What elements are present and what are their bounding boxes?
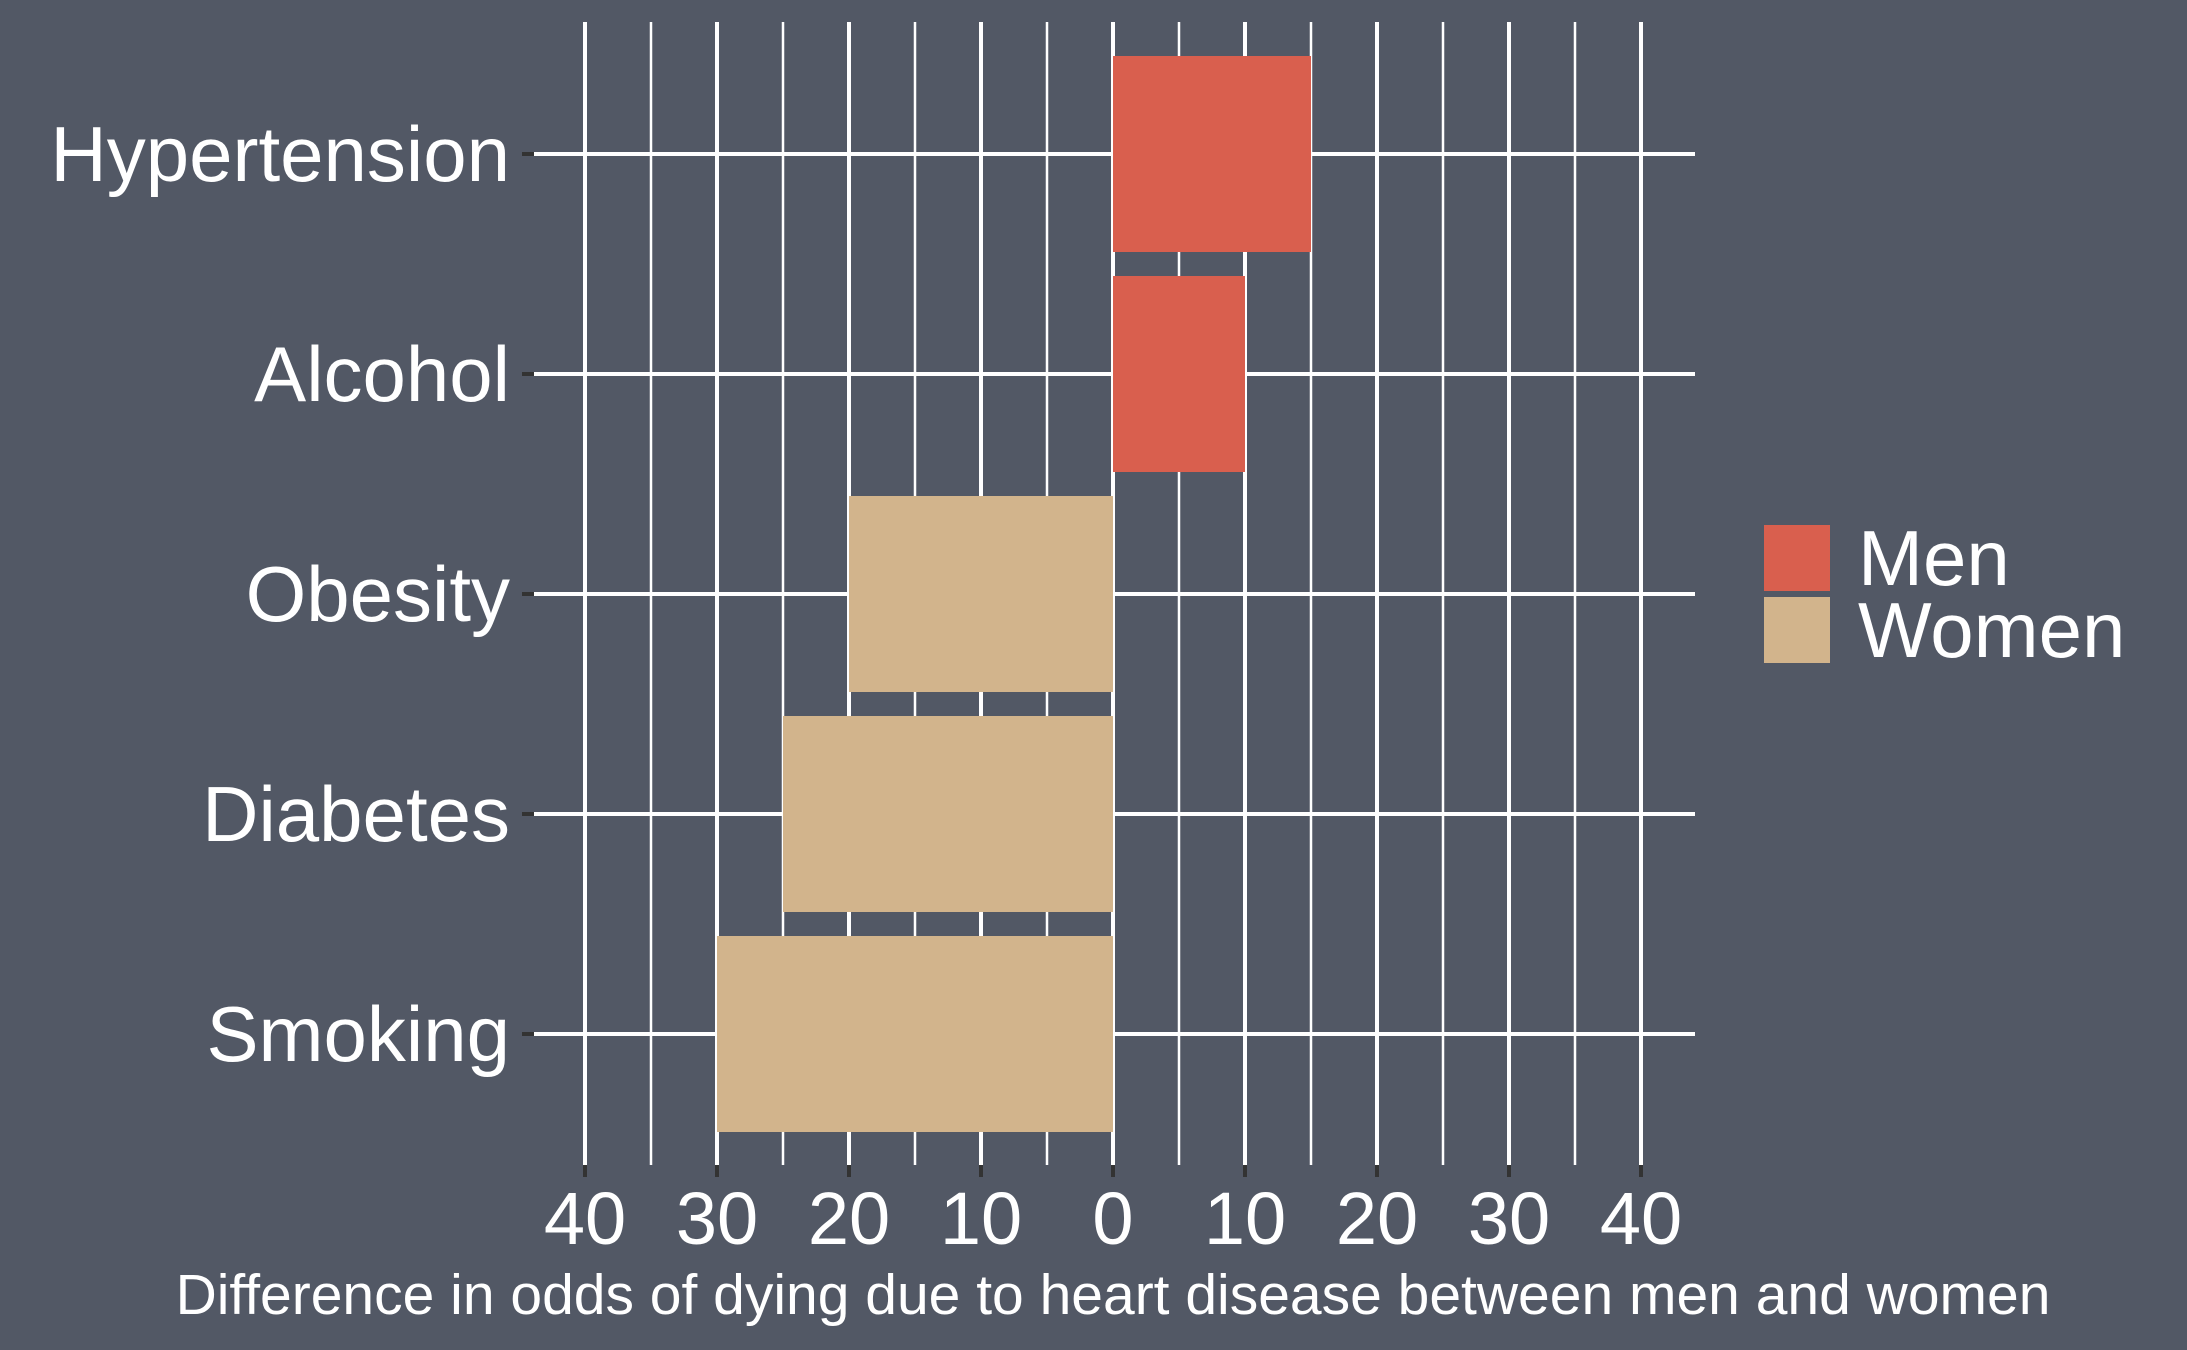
x-tick-label: 10 [1204,1177,1286,1260]
category-label: Smoking [207,990,510,1078]
bar-women-smoking [717,936,1113,1132]
category-label: Alcohol [254,330,510,418]
y-axis: Hypertension Alcohol Obesity Diabetes Smokin… [50,110,534,1078]
category-label: Hypertension [50,110,510,198]
x-tick-label: 10 [940,1177,1022,1260]
bar-women-diabetes [783,716,1113,912]
x-tick-label: 0 [1092,1177,1133,1260]
x-tick-label: 20 [808,1177,890,1260]
x-tick-label: 30 [676,1177,758,1260]
category-label: Obesity [246,550,510,638]
legend-label: Men [1858,514,2010,602]
bar-women-obesity [849,496,1113,692]
category-label: Diabetes [202,770,510,858]
bar-men-hypertension [1113,56,1311,252]
legend-label: Women [1858,586,2125,674]
x-axis-title: Difference in odds of dying due to heart… [176,1263,2051,1327]
x-tick-label: 40 [544,1177,626,1260]
x-tick-label: 20 [1336,1177,1418,1260]
x-tick-label: 30 [1468,1177,1550,1260]
x-tick-label: 40 [1600,1177,1682,1260]
legend-swatch-men [1764,525,1830,591]
bar-men-alcohol [1113,276,1245,472]
legend-swatch-women [1764,597,1830,663]
x-axis: 40 30 20 10 0 10 20 30 40 [544,1165,1682,1260]
bars [717,56,1311,1132]
